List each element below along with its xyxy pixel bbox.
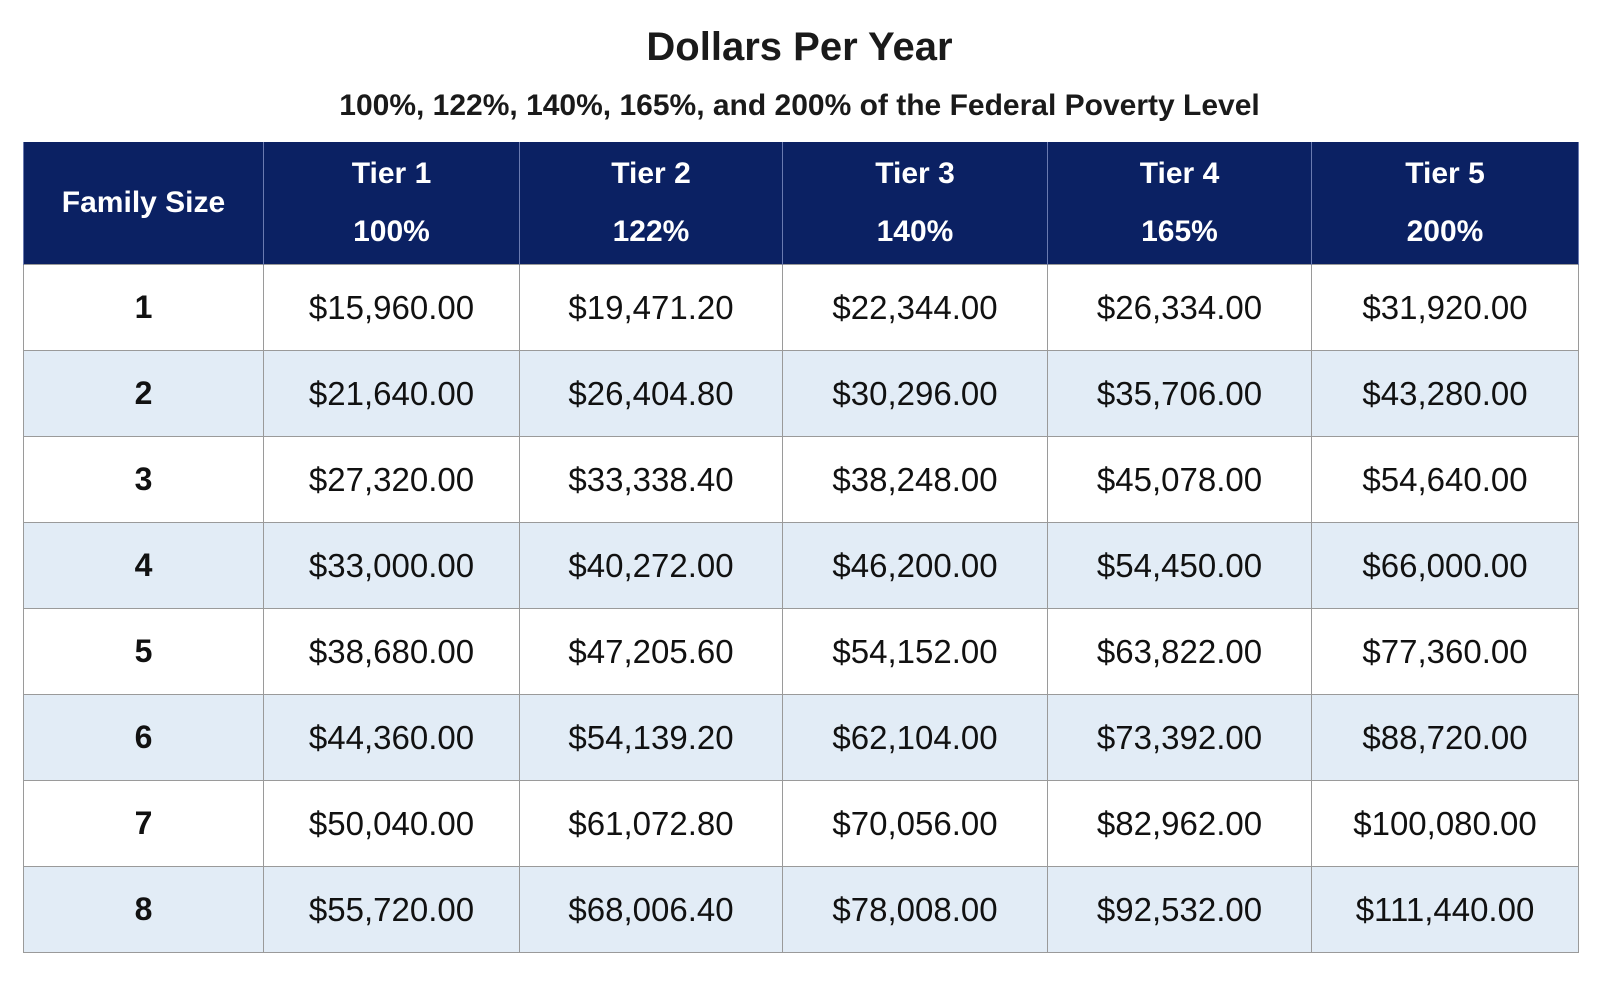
tier-name: Tier 1	[351, 157, 432, 190]
tier-4-cell: $45,078.00	[1047, 436, 1312, 523]
header-tier-3: Tier 3 140%	[782, 142, 1048, 265]
tier-percent: 165%	[1141, 215, 1218, 248]
tier-3-cell: $46,200.00	[782, 522, 1048, 609]
tier-2-cell: $68,006.40	[519, 866, 783, 953]
tier-name: Tier 2	[611, 157, 691, 190]
tier-name: Tier 3	[875, 157, 955, 190]
family-size-cell: 6	[23, 694, 264, 781]
table-row: 5 $38,680.00 $47,205.60 $54,152.00 $63,8…	[23, 608, 1579, 695]
header-family-size: Family Size	[23, 142, 264, 265]
table-row: 6 $44,360.00 $54,139.20 $62,104.00 $73,3…	[23, 694, 1579, 781]
tier-1-cell: $44,360.00	[263, 694, 520, 781]
tier-3-cell: $78,008.00	[782, 866, 1048, 953]
tier-3-cell: $22,344.00	[782, 264, 1048, 351]
tier-3-cell: $70,056.00	[782, 780, 1048, 867]
tier-percent: 122%	[612, 215, 690, 248]
table-header-row: Family Size Tier 1 100% Tier 2 122% Tier…	[23, 142, 1579, 265]
table-row: 3 $27,320.00 $33,338.40 $38,248.00 $45,0…	[23, 436, 1579, 523]
tier-4-cell: $35,706.00	[1047, 350, 1312, 437]
tier-2-cell: $26,404.80	[519, 350, 783, 437]
tier-5-cell: $54,640.00	[1311, 436, 1579, 523]
header-tier-1: Tier 1 100%	[263, 142, 520, 265]
table-row: 1 $15,960.00 $19,471.20 $22,344.00 $26,3…	[23, 264, 1579, 351]
tier-4-cell: $82,962.00	[1047, 780, 1312, 867]
tier-1-cell: $33,000.00	[263, 522, 520, 609]
header-tier-5: Tier 5 200%	[1311, 142, 1579, 265]
tier-name: Tier 4	[1139, 157, 1220, 190]
tier-2-cell: $54,139.20	[519, 694, 783, 781]
tier-4-cell: $63,822.00	[1047, 608, 1312, 695]
table-row: 2 $21,640.00 $26,404.80 $30,296.00 $35,7…	[23, 350, 1579, 437]
family-size-cell: 7	[23, 780, 264, 867]
page-subtitle: 100%, 122%, 140%, 165%, and 200% of the …	[339, 89, 1260, 122]
table-row: 4 $33,000.00 $40,272.00 $46,200.00 $54,4…	[23, 522, 1579, 609]
family-size-cell: 2	[23, 350, 264, 437]
family-size-cell: 5	[23, 608, 264, 695]
tier-5-cell: $88,720.00	[1311, 694, 1579, 781]
tier-2-cell: $47,205.60	[519, 608, 783, 695]
header-tier-4: Tier 4 165%	[1047, 142, 1312, 265]
table-row: 8 $55,720.00 $68,006.40 $78,008.00 $92,5…	[23, 866, 1579, 953]
table-row: 7 $50,040.00 $61,072.80 $70,056.00 $82,9…	[23, 780, 1579, 867]
tier-name: Tier 5	[1405, 157, 1485, 190]
tier-4-cell: $73,392.00	[1047, 694, 1312, 781]
tier-percent: 100%	[353, 215, 430, 248]
tier-5-cell: $43,280.00	[1311, 350, 1579, 437]
tier-1-cell: $21,640.00	[263, 350, 520, 437]
tier-5-cell: $100,080.00	[1311, 780, 1579, 867]
tier-4-cell: $26,334.00	[1047, 264, 1312, 351]
tier-3-cell: $54,152.00	[782, 608, 1048, 695]
tier-2-cell: $40,272.00	[519, 522, 783, 609]
tier-4-cell: $92,532.00	[1047, 866, 1312, 953]
tier-3-cell: $62,104.00	[782, 694, 1048, 781]
family-size-cell: 8	[23, 866, 264, 953]
tier-1-cell: $50,040.00	[263, 780, 520, 867]
tier-percent: 200%	[1406, 215, 1484, 248]
poverty-level-table: Family Size Tier 1 100% Tier 2 122% Tier…	[23, 142, 1579, 953]
tier-1-cell: $27,320.00	[263, 436, 520, 523]
tier-2-cell: $61,072.80	[519, 780, 783, 867]
tier-5-cell: $31,920.00	[1311, 264, 1579, 351]
tier-4-cell: $54,450.00	[1047, 522, 1312, 609]
tier-5-cell: $66,000.00	[1311, 522, 1579, 609]
header-tier-2: Tier 2 122%	[519, 142, 783, 265]
tier-percent: 140%	[876, 215, 954, 248]
tier-1-cell: $38,680.00	[263, 608, 520, 695]
family-size-cell: 3	[23, 436, 264, 523]
tier-2-cell: $19,471.20	[519, 264, 783, 351]
tier-5-cell: $77,360.00	[1311, 608, 1579, 695]
page-title: Dollars Per Year	[646, 25, 953, 69]
tier-1-cell: $55,720.00	[263, 866, 520, 953]
tier-3-cell: $30,296.00	[782, 350, 1048, 437]
tier-1-cell: $15,960.00	[263, 264, 520, 351]
tier-2-cell: $33,338.40	[519, 436, 783, 523]
tier-3-cell: $38,248.00	[782, 436, 1048, 523]
family-size-cell: 1	[23, 264, 264, 351]
family-size-cell: 4	[23, 522, 264, 609]
tier-5-cell: $111,440.00	[1311, 866, 1579, 953]
